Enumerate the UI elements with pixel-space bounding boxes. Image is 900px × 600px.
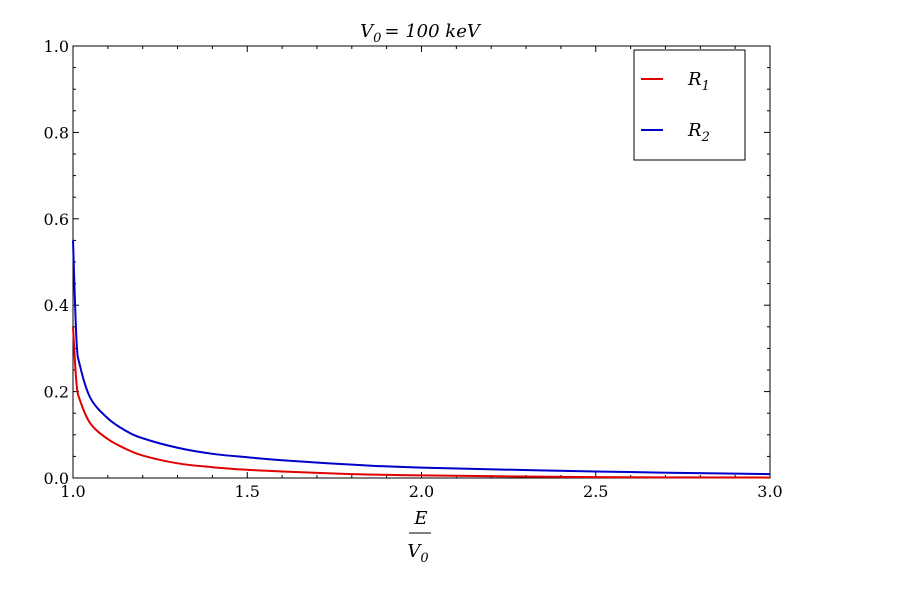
y-tick-label: 1.0 — [44, 37, 69, 56]
title-subscript: 0 — [373, 31, 381, 46]
y-tick-label: 0.2 — [44, 383, 69, 402]
legend-label-r1: R1 — [687, 69, 710, 94]
title-rest: = 100 keV — [384, 21, 481, 42]
axis-tick-labels: 1.0 1.5 2.0 2.5 3.0 0.0 0.2 0.4 0.6 0.8 1.0 — [44, 37, 783, 501]
y-tick-label: 0.6 — [44, 210, 69, 229]
y-tick-label: 0.8 — [44, 123, 69, 142]
legend-box — [633, 49, 746, 161]
series-line-r1 — [72, 326, 771, 479]
title-base: V — [360, 21, 375, 42]
legend: R1 R2 — [633, 49, 746, 161]
x-tick-label: 2.5 — [583, 482, 608, 501]
y-tick-label: 0.0 — [44, 469, 69, 488]
legend-label-r1-base: R — [687, 69, 702, 90]
legend-label-r1-subscript: 1 — [702, 79, 710, 94]
x-label-denominator: V0 — [407, 541, 428, 566]
series-lines — [72, 240, 771, 479]
x-tick-label: 3.0 — [757, 482, 782, 501]
chart-title: V0 = 100 keV — [360, 21, 482, 46]
x-tick-label: 2.0 — [409, 482, 434, 501]
x-tick-label: 1.0 — [60, 482, 85, 501]
x-label-numerator: E — [413, 508, 427, 529]
series-line-r2 — [72, 240, 771, 476]
x-tick-label: 1.5 — [235, 482, 260, 501]
y-tick-label: 0.4 — [44, 296, 69, 315]
x-label-denominator-base: V — [407, 541, 422, 562]
x-axis-label: E V0 — [407, 508, 431, 566]
axis-ticks — [72, 45, 771, 479]
legend-label-r2-base: R — [687, 120, 702, 141]
x-label-denominator-subscript: 0 — [420, 551, 428, 566]
legend-label-r2: R2 — [687, 120, 710, 145]
legend-label-r2-subscript: 2 — [701, 130, 710, 145]
